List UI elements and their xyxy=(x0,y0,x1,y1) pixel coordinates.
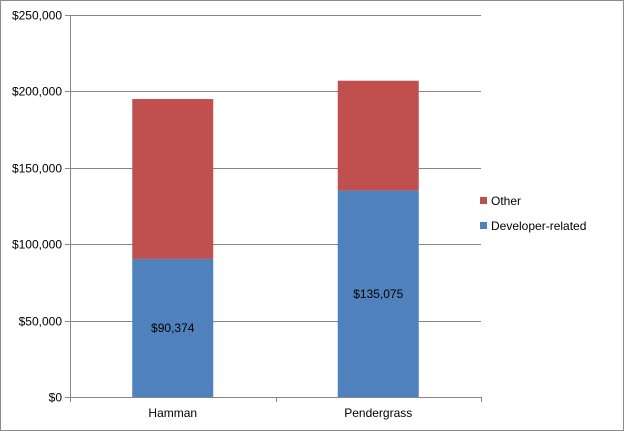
legend-label: Other xyxy=(491,194,521,208)
bar-segment xyxy=(337,80,419,191)
y-tick-label: $200,000 xyxy=(12,85,62,99)
bar-segment xyxy=(132,258,214,397)
data-labels: $90,374 $135,075 xyxy=(151,287,404,335)
x-category-labels: Hamman Pendergrass xyxy=(148,406,412,420)
legend-swatch xyxy=(480,222,487,229)
bar-segment xyxy=(132,99,214,259)
axes xyxy=(65,15,482,402)
y-tick-label: $150,000 xyxy=(12,162,62,176)
y-tick-label: $250,000 xyxy=(12,9,62,23)
legend-swatch xyxy=(480,197,487,204)
legend-label: Developer-related xyxy=(491,219,586,233)
y-tick-label: $0 xyxy=(49,391,63,405)
y-tick-labels: $0 $50,000 $100,000 $150,000 $200,000 $250,00… xyxy=(12,9,62,405)
bar-segment xyxy=(337,190,419,397)
bar-data-label: $90,374 xyxy=(151,321,195,335)
legend: Other Developer-related xyxy=(480,194,586,233)
bar-data-label: $135,075 xyxy=(353,287,403,301)
gridlines xyxy=(70,15,481,322)
bars xyxy=(132,80,419,397)
x-category-label: Pendergrass xyxy=(344,406,412,420)
y-tick-label: $100,000 xyxy=(12,238,62,252)
y-tick-label: $50,000 xyxy=(19,315,63,329)
x-category-label: Hamman xyxy=(148,406,197,420)
